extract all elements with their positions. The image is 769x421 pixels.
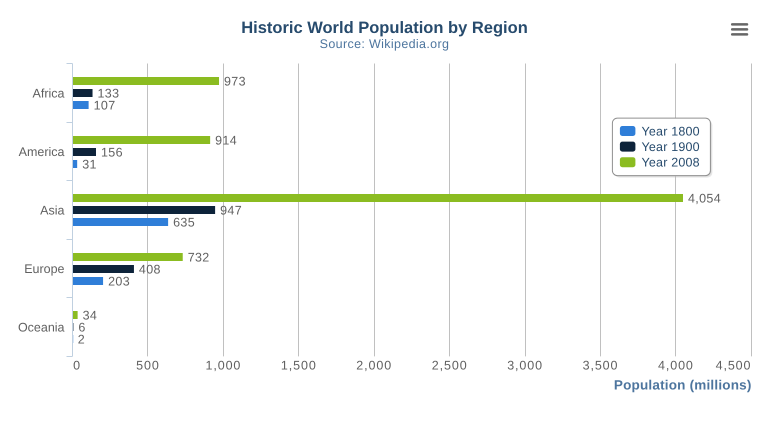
svg-text:500: 500	[136, 359, 160, 373]
svg-text:Year 2008: Year 2008	[642, 156, 700, 170]
svg-text:1,000: 1,000	[206, 359, 242, 373]
svg-text:2,500: 2,500	[432, 359, 468, 373]
svg-text:Source: Wikipedia.org: Source: Wikipedia.org	[320, 37, 450, 51]
svg-text:Year 1900: Year 1900	[642, 140, 700, 154]
svg-text:732: 732	[188, 251, 210, 265]
svg-text:947: 947	[220, 204, 242, 218]
svg-text:4,500: 4,500	[716, 359, 752, 373]
svg-text:America: America	[19, 145, 65, 159]
svg-text:Population (millions): Population (millions)	[614, 377, 752, 392]
svg-text:2: 2	[78, 333, 85, 347]
svg-text:Europe: Europe	[24, 262, 64, 276]
svg-text:31: 31	[82, 158, 97, 172]
svg-text:203: 203	[108, 275, 130, 289]
svg-text:914: 914	[215, 134, 237, 148]
svg-text:Year 1800: Year 1800	[642, 124, 700, 138]
svg-text:408: 408	[139, 263, 161, 277]
svg-text:Historic World Population by R: Historic World Population by Region	[241, 19, 528, 37]
svg-text:1,500: 1,500	[281, 359, 317, 373]
svg-text:Oceania: Oceania	[18, 321, 65, 335]
svg-text:4,054: 4,054	[688, 192, 721, 206]
svg-text:156: 156	[101, 146, 123, 160]
svg-text:973: 973	[224, 75, 246, 89]
svg-text:Asia: Asia	[40, 203, 64, 217]
svg-text:635: 635	[173, 216, 195, 230]
svg-text:0: 0	[73, 359, 81, 373]
svg-text:3,000: 3,000	[507, 359, 543, 373]
svg-text:3,500: 3,500	[583, 359, 619, 373]
svg-text:4,000: 4,000	[658, 359, 694, 373]
svg-text:2,000: 2,000	[356, 359, 392, 373]
svg-text:107: 107	[94, 99, 116, 113]
svg-text:Africa: Africa	[33, 86, 65, 100]
